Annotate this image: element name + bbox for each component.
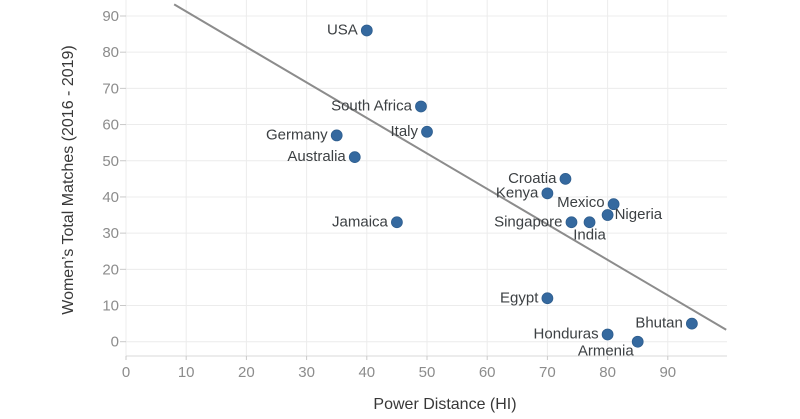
x-tick-label-60: 60 (479, 364, 496, 381)
data-point-nigeria[interactable] (601, 209, 614, 221)
x-tick-label-80: 80 (599, 364, 616, 381)
gridlines (125, 0, 727, 356)
x-tick-label-90: 90 (659, 364, 676, 381)
data-point-bhutan[interactable] (686, 317, 698, 330)
data-point-germany[interactable] (330, 129, 343, 142)
data-point-singapore[interactable] (565, 216, 578, 229)
data-point-jamaica[interactable] (391, 216, 403, 229)
y-tick-label-40: 40 (102, 189, 119, 206)
x-tick-label-30: 30 (298, 364, 315, 381)
data-point-italy[interactable] (421, 125, 433, 138)
tick-labels: 0 10 20 30 40 50 60 70 80 90 0 10 20 30 40 50 60 70 80 90 (102, 8, 676, 381)
data-point-mexico[interactable] (607, 198, 620, 211)
y-tick-label-0: 0 (111, 334, 119, 351)
data-point-croatia[interactable] (559, 172, 572, 185)
y-axis-title: Women’s Total Matches (2016 - 2019) (60, 45, 77, 314)
x-tick-label-40: 40 (358, 364, 375, 381)
x-axis-title: Power Distance (HI) (373, 396, 516, 413)
data-points (330, 24, 698, 348)
point-label-italy: Italy (390, 123, 418, 140)
y-tick-label-10: 10 (102, 298, 119, 315)
point-labels: USA South Africa Italy Germany Australia Croa… (266, 21, 683, 359)
data-point-egypt[interactable] (541, 292, 554, 305)
point-label-india: India (573, 226, 606, 243)
x-tick-label-10: 10 (178, 364, 195, 381)
data-point-south-africa[interactable] (415, 100, 427, 113)
y-tick-label-60: 60 (102, 117, 119, 134)
point-label-mexico: Mexico (557, 194, 605, 211)
x-tick-label-0: 0 (122, 364, 130, 381)
point-label-usa: USA (327, 21, 358, 38)
point-label-nigeria: Nigeria (615, 206, 663, 223)
point-label-south-africa: South Africa (331, 97, 413, 114)
point-label-germany: Germany (266, 126, 328, 143)
y-tick-label-30: 30 (102, 225, 119, 242)
point-label-honduras: Honduras (534, 325, 599, 342)
trend-line (173, 3, 727, 331)
y-tick-label-70: 70 (102, 80, 119, 97)
y-tick-label-20: 20 (102, 261, 119, 278)
point-label-singapore: Singapore (494, 213, 562, 230)
data-point-india[interactable] (583, 216, 596, 229)
point-label-egypt: Egypt (500, 289, 539, 306)
y-tick-label-90: 90 (102, 8, 119, 25)
point-label-kenya: Kenya (496, 184, 539, 201)
x-tick-label-70: 70 (539, 364, 556, 381)
y-tick-label-80: 80 (102, 44, 119, 61)
data-point-honduras[interactable] (601, 328, 614, 341)
point-label-jamaica: Jamaica (332, 213, 389, 230)
x-tick-label-50: 50 (419, 364, 436, 381)
trend-line-layer (173, 3, 727, 331)
x-tick-label-20: 20 (238, 364, 255, 381)
point-label-bhutan: Bhutan (635, 315, 683, 332)
data-point-armenia[interactable] (631, 335, 644, 348)
data-point-kenya[interactable] (541, 187, 554, 200)
data-point-australia[interactable] (348, 151, 361, 164)
point-label-australia: Australia (287, 148, 346, 165)
point-label-croatia: Croatia (508, 170, 557, 187)
data-point-usa[interactable] (360, 24, 373, 37)
point-label-armenia: Armenia (578, 343, 635, 360)
axis-lines (120, 15, 727, 360)
y-tick-label-50: 50 (102, 153, 119, 170)
